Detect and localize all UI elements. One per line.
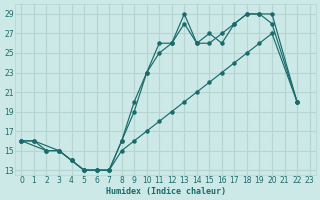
X-axis label: Humidex (Indice chaleur): Humidex (Indice chaleur) (106, 187, 226, 196)
